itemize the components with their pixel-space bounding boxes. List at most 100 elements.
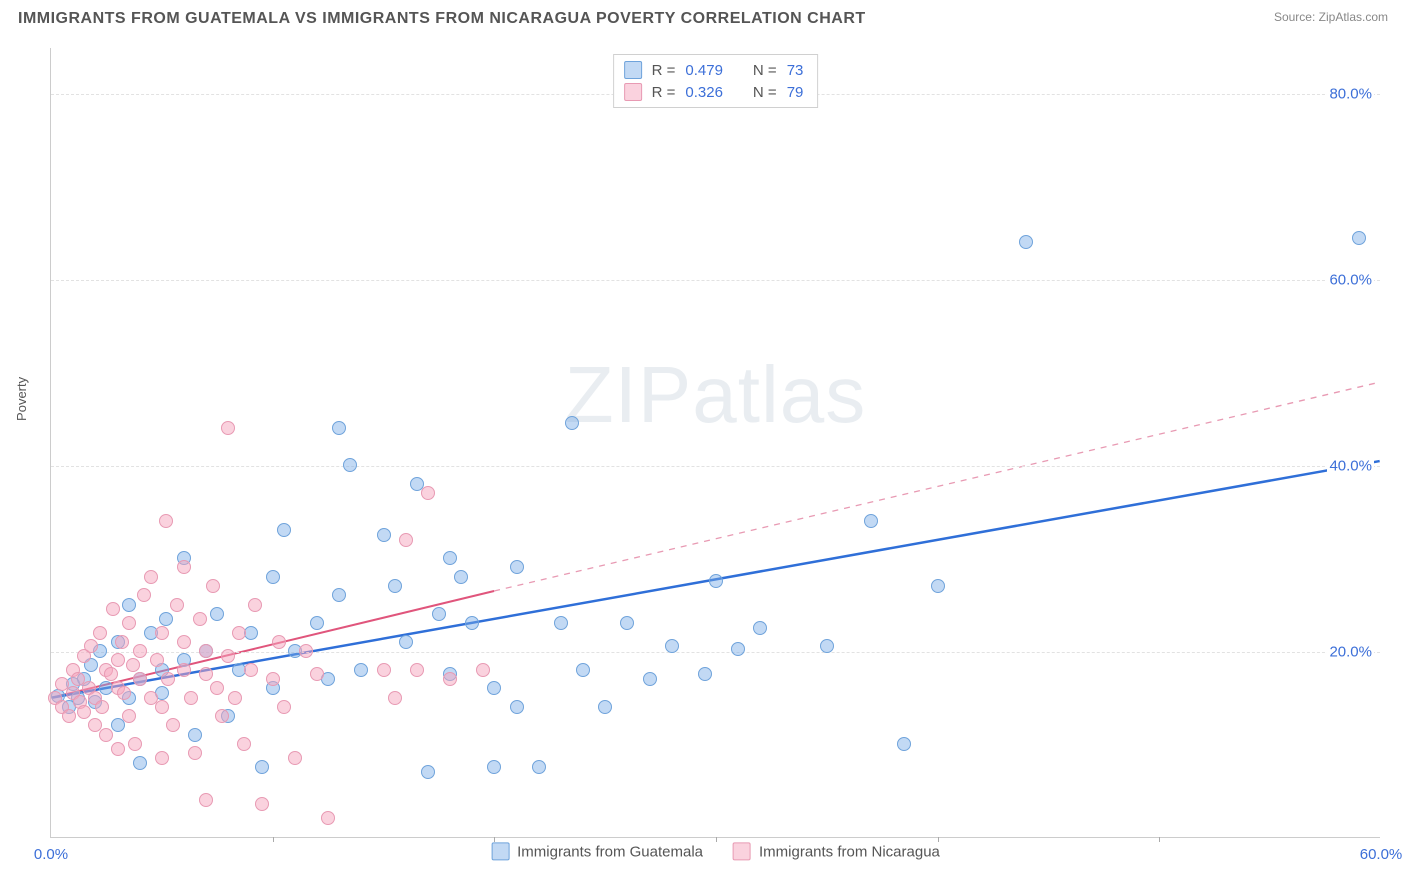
data-point [487, 760, 501, 774]
legend-series-label: Immigrants from Nicaragua [759, 843, 940, 860]
data-point [454, 570, 468, 584]
data-point [310, 616, 324, 630]
y-tick-label: 80.0% [1327, 86, 1374, 103]
data-point [1019, 235, 1033, 249]
data-point [665, 639, 679, 653]
data-point [443, 551, 457, 565]
watermark: ZIPatlas [565, 349, 866, 441]
data-point [709, 574, 723, 588]
data-point [1352, 231, 1366, 245]
data-point [210, 607, 224, 621]
x-tick [494, 837, 495, 842]
y-tick-label: 60.0% [1327, 272, 1374, 289]
data-point [698, 667, 712, 681]
data-point [84, 639, 98, 653]
data-point [266, 570, 280, 584]
grid-line [51, 466, 1380, 467]
data-point [111, 653, 125, 667]
data-point [155, 751, 169, 765]
data-point [117, 686, 131, 700]
x-tick [938, 837, 939, 842]
data-point [487, 681, 501, 695]
data-point [199, 667, 213, 681]
data-point [332, 588, 346, 602]
n-value: 79 [787, 84, 804, 101]
data-point [232, 626, 246, 640]
data-point [244, 663, 258, 677]
data-point [177, 635, 191, 649]
data-point [206, 579, 220, 593]
data-point [137, 588, 151, 602]
data-point [144, 570, 158, 584]
grid-line [51, 652, 1380, 653]
y-tick-label: 20.0% [1327, 644, 1374, 661]
grid-line [51, 280, 1380, 281]
data-point [731, 642, 745, 656]
data-point [150, 653, 164, 667]
data-point [476, 663, 490, 677]
data-point [155, 700, 169, 714]
data-point [161, 672, 175, 686]
data-point [122, 616, 136, 630]
data-point [104, 667, 118, 681]
data-point [128, 737, 142, 751]
x-tick [273, 837, 274, 842]
data-point [332, 421, 346, 435]
data-point [188, 728, 202, 742]
legend-stats-row: R =0.479N =73 [624, 59, 804, 81]
data-point [248, 598, 262, 612]
data-point [897, 737, 911, 751]
data-point [377, 663, 391, 677]
data-point [170, 598, 184, 612]
data-point [237, 737, 251, 751]
data-point [255, 760, 269, 774]
data-point [93, 626, 107, 640]
data-point [388, 691, 402, 705]
data-point [193, 612, 207, 626]
data-point [310, 667, 324, 681]
data-point [155, 626, 169, 640]
data-point [343, 458, 357, 472]
data-point [931, 579, 945, 593]
data-point [864, 514, 878, 528]
data-point [228, 691, 242, 705]
legend-stats-row: R =0.326N =79 [624, 81, 804, 103]
data-point [177, 560, 191, 574]
data-point [77, 705, 91, 719]
data-point [576, 663, 590, 677]
data-point [166, 718, 180, 732]
data-point [133, 672, 147, 686]
data-point [753, 621, 767, 635]
data-point [95, 700, 109, 714]
chart-title: IMMIGRANTS FROM GUATEMALA VS IMMIGRANTS … [18, 10, 866, 28]
data-point [288, 751, 302, 765]
data-point [215, 709, 229, 723]
n-label: N = [753, 84, 777, 101]
data-point [159, 612, 173, 626]
data-point [354, 663, 368, 677]
r-label: R = [652, 84, 676, 101]
data-point [554, 616, 568, 630]
r-value: 0.479 [685, 62, 723, 79]
data-point [299, 644, 313, 658]
data-point [159, 514, 173, 528]
data-point [443, 672, 457, 686]
data-point [277, 523, 291, 537]
data-point [199, 644, 213, 658]
legend-series: Immigrants from Guatemala Immigrants from… [491, 842, 940, 860]
legend-series-item: Immigrants from Guatemala [491, 842, 703, 860]
legend-series-label: Immigrants from Guatemala [517, 843, 703, 860]
data-point [399, 533, 413, 547]
data-point [432, 607, 446, 621]
y-axis-title: Poverty [14, 377, 29, 421]
trendlines [51, 48, 1380, 837]
data-point [643, 672, 657, 686]
data-point [565, 416, 579, 430]
y-tick-label: 40.0% [1327, 458, 1374, 475]
data-point [62, 709, 76, 723]
data-point [510, 700, 524, 714]
data-point [388, 579, 402, 593]
data-point [321, 811, 335, 825]
data-point [184, 691, 198, 705]
data-point [277, 700, 291, 714]
